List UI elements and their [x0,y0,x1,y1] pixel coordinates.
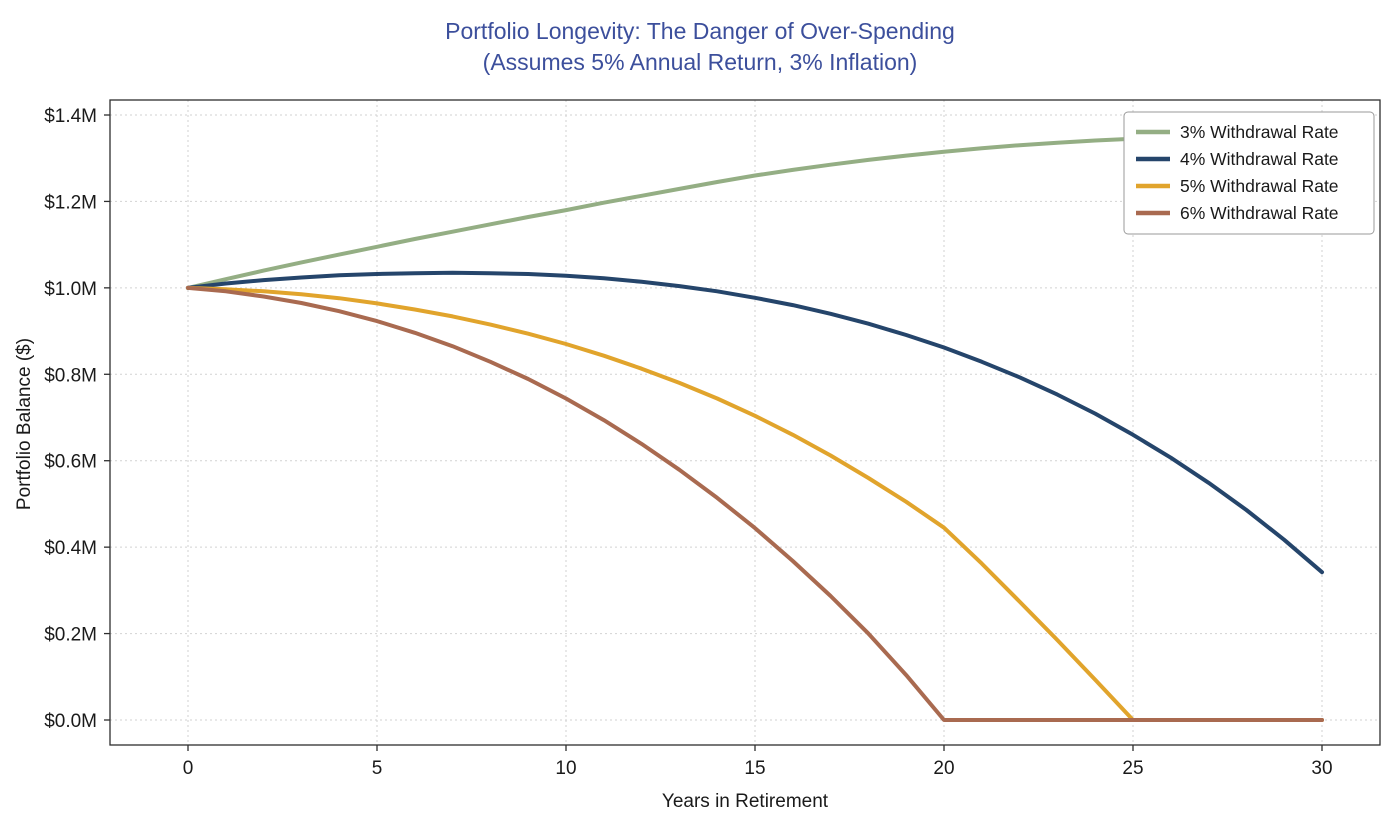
x-tick-label: 30 [1311,758,1332,779]
series-line-6pct-withdrawal [186,285,1324,722]
y-tick-label: $0.2M [44,625,97,646]
x-tick-label: 15 [744,758,765,779]
y-tick-label: $0.6M [44,452,97,473]
chart-title-block: Portfolio Longevity: The Danger of Over-… [0,16,1400,78]
chart-title: Portfolio Longevity: The Danger of Over-… [445,18,955,44]
y-axis-label: Portfolio Balance ($) [14,337,35,511]
x-tick-label: 20 [933,758,954,779]
y-tick-label: $1.4M [44,106,97,127]
legend-label: 4% Withdrawal Rate [1180,149,1339,169]
y-tick-label: $0.8M [44,365,97,386]
legend-label: 5% Withdrawal Rate [1180,176,1339,196]
legend: 3% Withdrawal Rate 4% Withdrawal Rate 5% W… [1123,111,1375,235]
y-tick-label: $0.0M [44,711,97,732]
plot-frame [109,99,1381,746]
y-tick-label: $1.0M [44,279,97,300]
legend-box [1123,111,1375,235]
x-axis-label: Years in Retirement [661,791,829,812]
axis-ticks: 0 5 10 15 20 25 30 $0.0M $0.2M $0.4M $0.6M $0.8M $1.… [44,106,1332,779]
x-tick-label: 25 [1122,758,1143,779]
y-tick-label: $0.4M [44,538,97,559]
gridlines [110,100,1380,745]
series-line-4pct-withdrawal [186,270,1324,575]
x-tick-label: 0 [183,758,194,779]
y-tick-label: $1.2M [44,192,97,213]
legend-label: 3% Withdrawal Rate [1180,122,1339,142]
chart-subtitle: (Assumes 5% Annual Return, 3% Inflation) [482,49,918,76]
x-tick-label: 5 [372,758,383,779]
x-tick-label: 10 [555,758,576,779]
legend-label: 6% Withdrawal Rate [1180,203,1339,223]
